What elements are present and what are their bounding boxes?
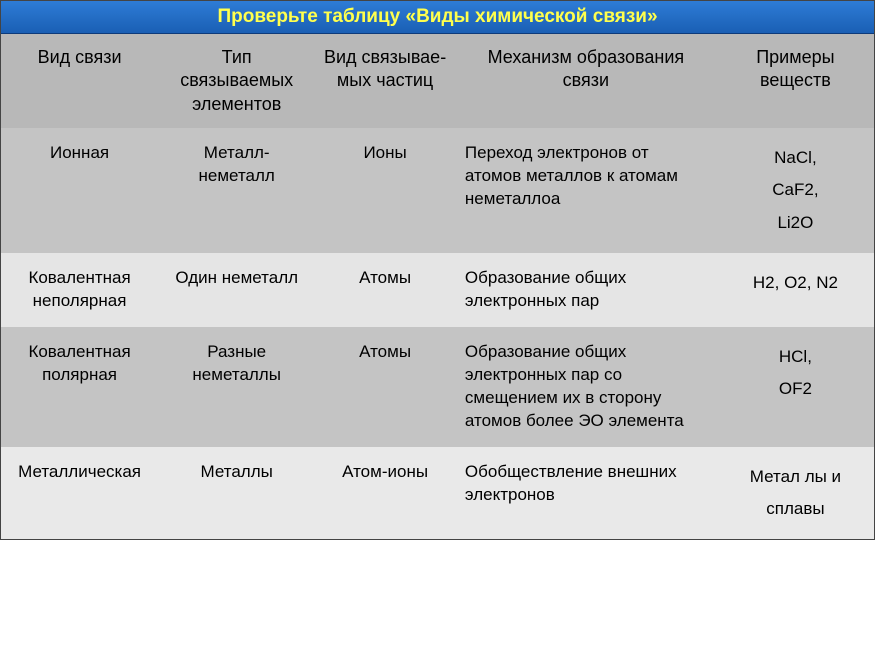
header-row: Вид связи Тип связываемых элементов Вид … — [1, 34, 874, 128]
cell-particle-type: Атом-ионы — [315, 447, 455, 540]
col-header-examples: Примеры веществ — [717, 34, 874, 128]
table-row: Ионная Металл-неметалл Ионы Переход элек… — [1, 128, 874, 253]
col-header-bond-type: Вид связи — [1, 34, 158, 128]
col-header-element-type: Тип связываемых элементов — [158, 34, 315, 128]
cell-particle-type: Атомы — [315, 253, 455, 327]
cell-mechanism: Переход электронов от атомов металлов к … — [455, 128, 717, 253]
cell-particle-type: Ионы — [315, 128, 455, 253]
cell-bond-type: Металлическая — [1, 447, 158, 540]
cell-examples: NaCl,CaF2,Li2O — [717, 128, 874, 253]
cell-element-type: Разные неметаллы — [158, 327, 315, 447]
cell-examples: Метал лы и сплавы — [717, 447, 874, 540]
cell-examples: H2, O2, N2 — [717, 253, 874, 327]
table-row: Ковалентная полярная Разные неметаллы Ат… — [1, 327, 874, 447]
table-row: Ковалентная неполярная Один неметалл Ато… — [1, 253, 874, 327]
table-row: Металлическая Металлы Атом-ионы Обобщест… — [1, 447, 874, 540]
cell-element-type: Металлы — [158, 447, 315, 540]
cell-bond-type: Ионная — [1, 128, 158, 253]
cell-element-type: Один неметалл — [158, 253, 315, 327]
table-container: Проверьте таблицу «Виды химической связи… — [0, 0, 875, 540]
cell-mechanism: Образование общих электронных пар со сме… — [455, 327, 717, 447]
cell-particle-type: Атомы — [315, 327, 455, 447]
cell-bond-type: Ковалентная неполярная — [1, 253, 158, 327]
col-header-mechanism: Механизм образования связи — [455, 34, 717, 128]
col-header-particle-type: Вид связывае-мых частиц — [315, 34, 455, 128]
chemical-bonds-table: Вид связи Тип связываемых элементов Вид … — [1, 34, 874, 539]
cell-mechanism: Образование общих электронных пар — [455, 253, 717, 327]
cell-mechanism: Обобществление внешних электронов — [455, 447, 717, 540]
cell-element-type: Металл-неметалл — [158, 128, 315, 253]
table-title: Проверьте таблицу «Виды химической связи… — [1, 1, 874, 34]
cell-examples: HCl,OF2 — [717, 327, 874, 447]
cell-bond-type: Ковалентная полярная — [1, 327, 158, 447]
